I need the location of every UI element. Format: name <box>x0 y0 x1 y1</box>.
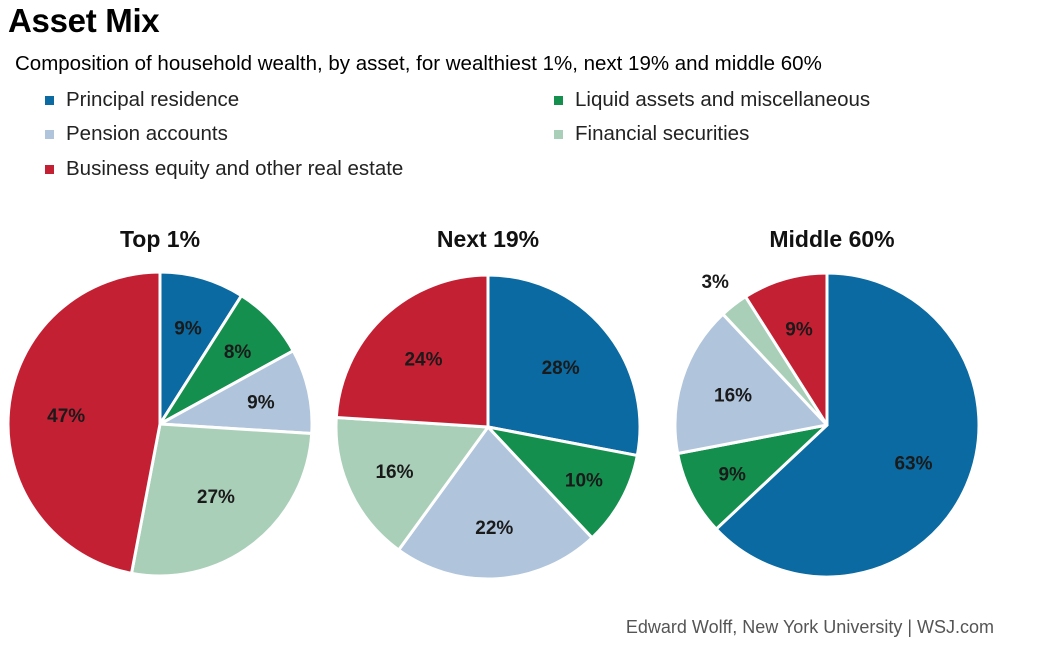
data-label-principal-residence: 28% <box>542 358 580 379</box>
legend-item-financial-securities: Financial securities <box>554 122 749 146</box>
legend-swatch <box>45 95 54 105</box>
pie-slice-principal-residence <box>158 270 243 426</box>
legend-label: Business equity and other real estate <box>66 157 404 180</box>
legend-label: Pension accounts <box>66 122 228 145</box>
pie-slice-liquid-assets <box>486 425 639 540</box>
data-label-financial-securities: 27% <box>197 487 235 508</box>
pie-slice-business-equity <box>744 271 829 427</box>
pie-0: 9% 8% 9% 27% 47% <box>6 270 314 578</box>
pie-slice-pension-accounts <box>158 349 314 436</box>
pie-slice-pension-accounts <box>397 425 594 581</box>
pie-slice-principal-residence <box>486 273 642 457</box>
chart-subtitle: Composition of household wealth, by asse… <box>15 52 822 75</box>
source-credit: Edward Wolff, New York University | WSJ.… <box>625 617 994 637</box>
pie-2: 63% 9% 16% 3% 9% <box>673 271 981 579</box>
pie-slice-business-equity <box>334 273 490 429</box>
legend-swatch <box>554 95 563 105</box>
pie-slice-business-equity <box>6 270 162 575</box>
pie-title-next-19: Next 19% <box>436 226 540 252</box>
data-label-pension-accounts: 16% <box>714 385 752 406</box>
legend-item-pension-accounts: Pension accounts <box>45 122 228 146</box>
legend-label: Principal residence <box>66 88 240 111</box>
pie-title-middle-60: Middle 60% <box>769 226 895 252</box>
data-label-liquid-assets: 10% <box>565 471 603 492</box>
legend-swatch <box>554 129 563 139</box>
legend-label: Financial securities <box>575 122 750 145</box>
pie-slice-pension-accounts <box>673 312 829 455</box>
data-label-business-equity: 24% <box>404 349 442 370</box>
pie-slice-financial-securities <box>130 422 314 578</box>
data-label-financial-securities: 3% <box>701 272 729 293</box>
pie-slice-financial-securities <box>334 415 490 552</box>
pie-slice-principal-residence <box>714 271 981 579</box>
chart-title: Asset Mix <box>8 2 160 39</box>
legend-swatch <box>45 164 54 174</box>
data-label-business-equity: 47% <box>47 406 85 427</box>
data-label-business-equity: 9% <box>785 320 813 341</box>
data-label-financial-securities: 16% <box>375 462 413 483</box>
legend-item-principal-residence: Principal residence <box>45 88 239 112</box>
data-label-principal-residence: 63% <box>894 453 932 474</box>
data-label-pension-accounts: 9% <box>247 392 275 413</box>
pie-slice-liquid-assets <box>676 423 829 531</box>
data-label-principal-residence: 9% <box>174 319 202 340</box>
pie-1: 28% 10% 22% 16% 24% <box>334 273 642 581</box>
pie-title-top-1: Top 1% <box>119 226 201 252</box>
legend-label: Liquid assets and miscellaneous <box>575 88 871 111</box>
legend-item-business-equity: Business equity and other real estate <box>45 157 403 181</box>
legend-item-liquid-assets: Liquid assets and miscellaneous <box>554 88 870 112</box>
data-label-pension-accounts: 22% <box>475 518 513 539</box>
data-label-liquid-assets: 9% <box>718 464 746 485</box>
legend-swatch <box>45 129 54 139</box>
data-label-liquid-assets: 8% <box>224 342 252 363</box>
